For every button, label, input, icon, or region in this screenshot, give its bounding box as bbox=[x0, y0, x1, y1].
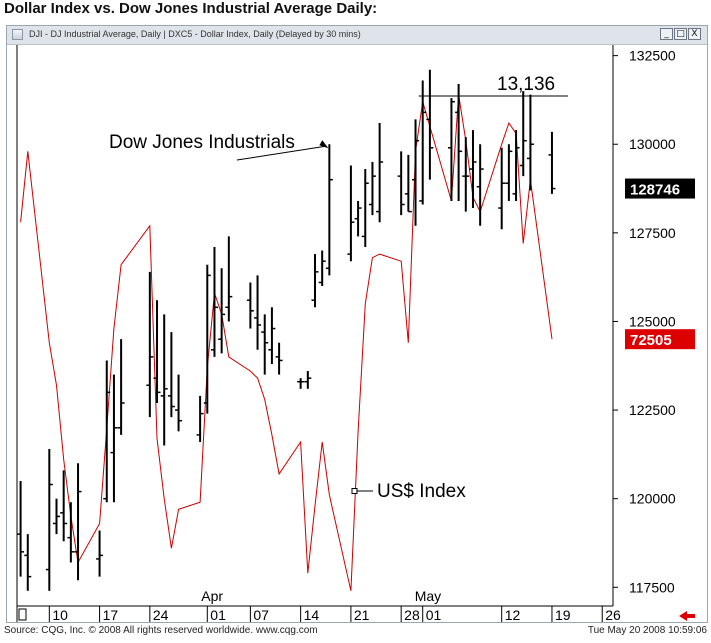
annotation-us-dollar: US$ Index bbox=[377, 481, 466, 502]
y-tick-label: 122500 bbox=[629, 402, 676, 418]
annotation-dow-jones: Dow Jones Industrials bbox=[109, 132, 295, 153]
scroll-start-box bbox=[18, 608, 27, 621]
month-label-apr: Apr bbox=[201, 588, 223, 604]
page-heading: Dollar Index vs. Dow Jones Industrial Av… bbox=[4, 0, 378, 17]
window-icon[interactable] bbox=[12, 29, 23, 40]
x-tick-label: 28 bbox=[404, 607, 420, 622]
window-controls: _ □ X bbox=[660, 28, 701, 40]
last-value-tag-label: 128746 bbox=[630, 182, 680, 199]
x-tick-label: 21 bbox=[354, 607, 370, 622]
y-tick-label: 127500 bbox=[629, 225, 676, 241]
last-value-tag-label: 72505 bbox=[630, 332, 672, 349]
annotation-dow-arrowhead bbox=[319, 140, 329, 149]
x-tick-label: 26 bbox=[605, 607, 621, 622]
y-tick-label: 117500 bbox=[629, 579, 675, 595]
x-tick-label: 01 bbox=[210, 607, 226, 622]
timestamp: Tue May 20 2008 10:59:06 bbox=[587, 625, 707, 636]
footer: Source: CQG, Inc. © 2008 All rights rese… bbox=[4, 625, 707, 636]
y-tick-label: 130000 bbox=[629, 136, 676, 152]
x-tick-label: 12 bbox=[505, 607, 521, 622]
y-tick-label: 120000 bbox=[629, 491, 676, 507]
chart-svg: 132500 130000 127500 125000 122500 120000 1175… bbox=[16, 45, 695, 622]
maximize-button[interactable]: □ bbox=[674, 28, 687, 40]
chart-window-title: DJI - DJ Industrial Average, Daily | DXC… bbox=[29, 29, 361, 39]
source-credit: Source: CQG, Inc. © 2008 All rights rese… bbox=[4, 625, 318, 636]
y-tick-label: 125000 bbox=[629, 313, 676, 329]
annotation-dow-arrow-line bbox=[236, 145, 326, 161]
annotation-high-value: 13,136 bbox=[497, 74, 555, 95]
x-tick-label: 01 bbox=[426, 607, 442, 622]
scroll-left-arrow-icon bbox=[679, 611, 695, 621]
close-button[interactable]: X bbox=[688, 28, 701, 40]
month-label-may: May bbox=[415, 588, 441, 604]
x-tick-label: 07 bbox=[253, 607, 269, 622]
x-tick-label: 14 bbox=[304, 607, 320, 622]
dollar-index-line bbox=[20, 94, 553, 591]
x-tick-label: 24 bbox=[153, 607, 169, 622]
x-tick-label: 10 bbox=[52, 607, 68, 622]
x-tick-label: 19 bbox=[555, 607, 571, 622]
last-value-tag-bg bbox=[625, 178, 695, 199]
x-tick-label: 17 bbox=[103, 607, 119, 622]
y-tick-label: 132500 bbox=[629, 48, 676, 64]
annotation-us-dollar-marker bbox=[351, 488, 358, 494]
chart-titlebar[interactable]: DJI - DJ Industrial Average, Daily | DXC… bbox=[7, 26, 707, 45]
minimize-button[interactable]: _ bbox=[660, 28, 673, 40]
last-value-tag-bg bbox=[625, 329, 695, 350]
chart-window: DJI - DJ Industrial Average, Daily | DXC… bbox=[6, 25, 708, 623]
